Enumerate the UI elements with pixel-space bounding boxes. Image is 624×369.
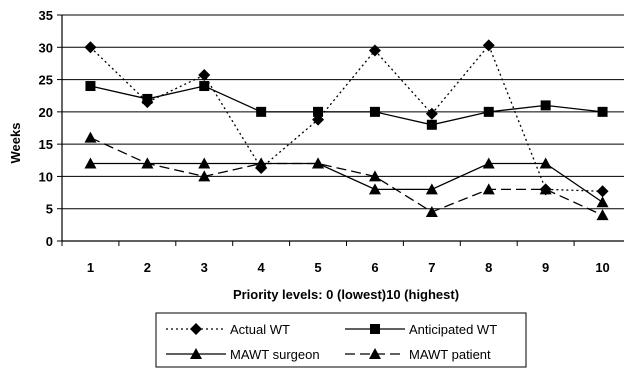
data-point	[539, 183, 552, 195]
data-point	[425, 107, 438, 120]
x-tick-label: 2	[144, 260, 151, 275]
x-tick-label: 8	[485, 260, 492, 275]
y-tick-label: 20	[39, 105, 53, 120]
series-line	[89, 44, 603, 192]
x-tick-labels: 1 2 3 4 5 6 7 8 9 10	[61, 241, 610, 275]
data-point	[84, 131, 97, 143]
x-axis-label: Priority levels: 0 (lowest)10 (highest)	[233, 287, 459, 302]
legend-item: Actual WT	[166, 322, 290, 337]
data-point	[368, 44, 381, 57]
data-point	[368, 183, 381, 195]
legend-label: MAWT patient	[409, 347, 491, 362]
data-point	[483, 106, 494, 117]
legend-marker	[190, 348, 202, 359]
y-tick-label: 10	[39, 169, 53, 184]
x-tick-label: 7	[428, 260, 435, 275]
y-tick-labels: 0 5 10 15 20 25 30 35	[39, 8, 62, 249]
legend-marker	[370, 324, 380, 334]
data-point	[312, 157, 325, 169]
legend-label: MAWT surgeon	[230, 347, 320, 362]
legend-item: MAWT surgeon	[166, 347, 320, 362]
legend-marker	[369, 348, 381, 359]
x-tick-label: 9	[542, 260, 549, 275]
y-tick-label: 30	[39, 40, 53, 55]
data-point	[597, 106, 608, 117]
data-point	[482, 39, 495, 52]
data-point	[596, 185, 609, 198]
data-point	[198, 170, 211, 182]
y-tick-label: 15	[39, 137, 53, 152]
legend-label: Anticipated WT	[409, 322, 497, 337]
x-tick-label: 5	[314, 260, 321, 275]
series-line	[90, 85, 603, 126]
legend-item: MAWT patient	[345, 347, 491, 362]
data-point	[482, 157, 495, 169]
legend-box	[155, 312, 527, 368]
y-tick-label: 25	[39, 73, 53, 88]
legend-label: Actual WT	[230, 322, 290, 337]
x-tick-label: 3	[201, 260, 208, 275]
x-tick-label: 4	[258, 260, 266, 275]
data-point	[142, 93, 153, 104]
data-point	[255, 157, 268, 169]
data-point	[425, 183, 438, 195]
legend-marker	[190, 323, 202, 335]
data-point	[596, 196, 609, 208]
series-line	[90, 137, 603, 216]
data-point	[84, 41, 97, 54]
y-tick-label: 35	[39, 8, 53, 23]
series-actual-wt	[84, 39, 609, 198]
x-tick-label: 1	[87, 260, 94, 275]
data-point	[199, 81, 210, 92]
data-point	[482, 183, 495, 195]
data-point	[596, 209, 609, 221]
data-point	[540, 100, 551, 111]
grid-lines	[62, 14, 624, 210]
data-point	[198, 69, 211, 82]
axes	[61, 15, 624, 242]
data-point	[84, 157, 97, 169]
x-tick-label: 6	[371, 260, 378, 275]
data-point	[539, 157, 552, 169]
data-point	[313, 106, 324, 117]
series-mawt-patient	[84, 131, 609, 221]
data-point	[368, 170, 381, 182]
data-point	[256, 106, 267, 117]
data-point	[141, 157, 154, 169]
x-tick-label: 10	[595, 260, 609, 275]
data-point	[198, 157, 211, 169]
series-mawt-surgeon	[84, 157, 609, 208]
series-anticipated-wt	[85, 81, 608, 130]
series-line	[90, 162, 603, 203]
y-tick-label: 0	[46, 234, 53, 249]
series-group	[84, 39, 609, 221]
data-point	[369, 106, 380, 117]
data-point	[426, 119, 437, 130]
data-point	[425, 205, 438, 217]
legend-item: Anticipated WT	[345, 322, 497, 337]
y-tick-label: 5	[46, 202, 53, 217]
data-point	[85, 81, 96, 92]
y-axis-label: Weeks	[8, 123, 23, 164]
legend: Actual WT Anticipated WT MAWT surgeon MAWT …	[155, 312, 527, 368]
